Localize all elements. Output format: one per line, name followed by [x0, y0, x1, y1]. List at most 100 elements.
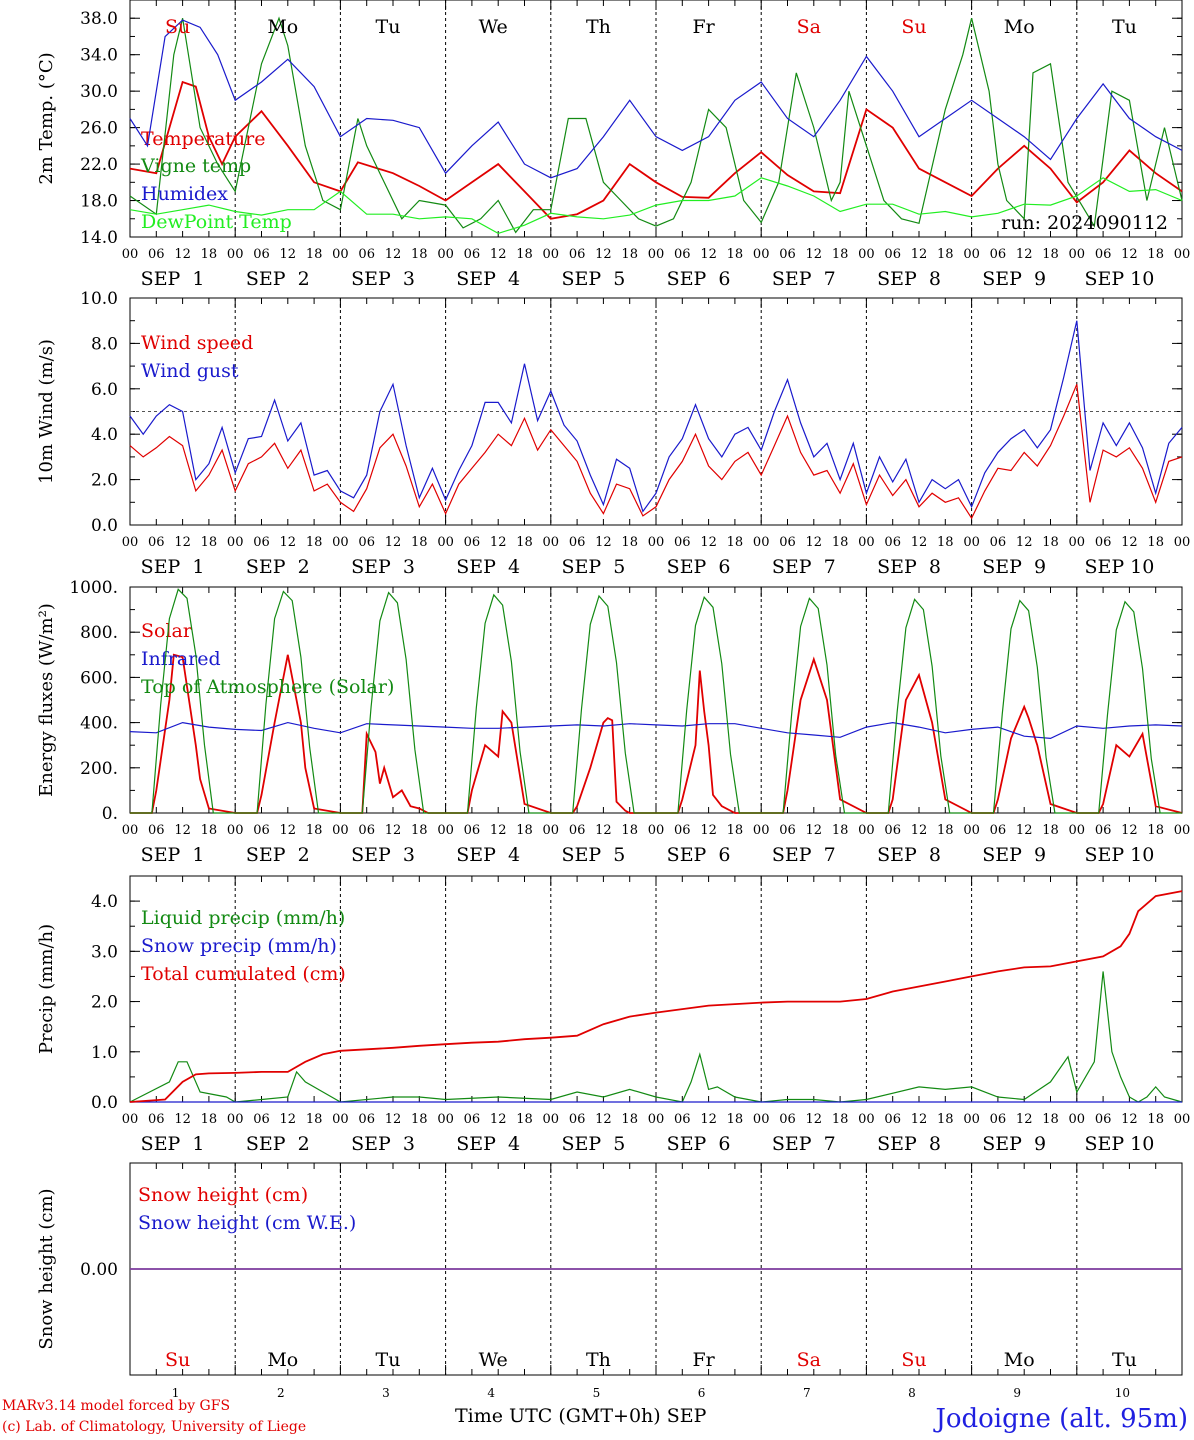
hour-tick-label: 12	[280, 535, 297, 550]
hour-tick-label: 18	[306, 535, 323, 550]
day-name: Fr	[692, 16, 715, 38]
hour-tick-label: 00	[963, 247, 980, 262]
day-number: 1	[172, 1386, 180, 1400]
hour-tick-label: 06	[779, 535, 796, 550]
date-label: SEP 4	[456, 844, 520, 866]
hour-tick-label: 18	[832, 823, 849, 838]
series-line	[129, 80, 1183, 220]
y-tick-label: 22.0	[80, 155, 118, 175]
day-number: 6	[698, 1386, 706, 1400]
hour-tick-label: 00	[122, 823, 139, 838]
date-label: SEP 2	[246, 556, 310, 578]
hour-tick-label: 06	[358, 247, 375, 262]
date-label: SEP 6	[667, 844, 731, 866]
hour-tick-label: 12	[385, 1112, 402, 1127]
hour-tick-label: 12	[174, 535, 191, 550]
hour-tick-label: 00	[1069, 535, 1086, 550]
hour-tick-label: 00	[858, 823, 875, 838]
hour-tick-label: 00	[858, 247, 875, 262]
hour-tick-label: 06	[464, 1112, 481, 1127]
hour-tick-label: 06	[990, 823, 1007, 838]
hour-tick-label: 12	[174, 1112, 191, 1127]
hour-tick-label: 00	[122, 247, 139, 262]
hour-tick-label: 18	[1042, 535, 1059, 550]
y-tick-label: 600.	[80, 668, 118, 688]
hour-tick-label: 18	[1042, 1112, 1059, 1127]
date-label: SEP 10	[1084, 1133, 1154, 1155]
hour-tick-label: 00	[122, 1112, 139, 1127]
hour-tick-label: 18	[1042, 823, 1059, 838]
legend-entry: Snow height (cm)	[138, 1184, 308, 1206]
hour-tick-label: 06	[253, 535, 270, 550]
hour-tick-label: 00	[543, 823, 560, 838]
series-line	[129, 971, 1183, 1103]
date-label: SEP 3	[351, 844, 415, 866]
hour-tick-label: 12	[595, 535, 612, 550]
day-name: Tu	[1112, 16, 1137, 38]
hour-tick-label: 12	[490, 247, 507, 262]
hour-tick-label: 12	[911, 535, 928, 550]
hour-tick-label: 00	[858, 535, 875, 550]
hour-tick-label: 18	[727, 1112, 744, 1127]
y-tick-label: 400.	[80, 714, 118, 734]
legend-entry: Solar	[141, 620, 193, 642]
hour-tick-label: 00	[437, 1112, 454, 1127]
hour-tick-label: 06	[990, 535, 1007, 550]
hour-tick-label: 12	[385, 823, 402, 838]
hour-tick-label: 00	[227, 247, 244, 262]
hour-tick-label: 18	[937, 247, 954, 262]
hour-tick-label: 00	[1174, 1112, 1191, 1127]
hour-tick-label: 06	[148, 535, 165, 550]
legend-entry: Infrared	[141, 648, 221, 670]
date-label: SEP 9	[982, 844, 1046, 866]
hour-tick-label: 18	[621, 823, 638, 838]
hour-tick-label: 06	[884, 247, 901, 262]
y-tick-label: 38.0	[80, 9, 118, 29]
hour-tick-label: 12	[280, 247, 297, 262]
hour-tick-label: 00	[227, 1112, 244, 1127]
hour-tick-label: 12	[1016, 535, 1033, 550]
hour-tick-label: 18	[937, 823, 954, 838]
hour-tick-label: 18	[1042, 247, 1059, 262]
date-label: SEP 7	[772, 1133, 836, 1155]
hour-tick-label: 00	[753, 247, 770, 262]
day-number: 7	[803, 1386, 811, 1400]
date-label: SEP 6	[667, 556, 731, 578]
legend-entry: Snow height (cm W.E.)	[138, 1212, 356, 1234]
legend-entry: Snow precip (mm/h)	[141, 935, 337, 957]
y-tick-label: 200.	[80, 759, 118, 779]
hour-tick-label: 18	[201, 1112, 218, 1127]
hour-tick-label: 00	[1069, 1112, 1086, 1127]
hour-tick-label: 12	[280, 1112, 297, 1127]
hour-tick-label: 12	[595, 247, 612, 262]
x-axis-title: Time UTC (GMT+0h) SEP	[455, 1405, 706, 1427]
hour-tick-label: 06	[569, 535, 586, 550]
legend-entry: Top of Atmosphere (Solar)	[141, 676, 394, 698]
date-label: SEP 3	[351, 1133, 415, 1155]
day-number: 10	[1115, 1386, 1130, 1400]
hour-tick-label: 18	[411, 247, 428, 262]
hour-tick-label: 12	[385, 247, 402, 262]
y-tick-label: 3.0	[91, 942, 118, 962]
hour-tick-label: 18	[201, 823, 218, 838]
y-tick-label: 30.0	[80, 82, 118, 102]
hour-tick-label: 12	[911, 1112, 928, 1127]
hour-tick-label: 12	[806, 823, 823, 838]
hour-tick-label: 00	[1174, 535, 1191, 550]
y-axis-label: 10m Wind (m/s)	[36, 339, 57, 484]
hour-tick-label: 06	[358, 823, 375, 838]
hour-tick-label: 18	[727, 535, 744, 550]
y-tick-label: 18.0	[80, 192, 118, 212]
legend-entry: Total cumulated (cm)	[141, 963, 346, 985]
hour-tick-label: 12	[1016, 823, 1033, 838]
day-number: 4	[487, 1386, 495, 1400]
y-tick-label: 0.0	[91, 516, 118, 536]
hour-tick-label: 18	[1147, 247, 1164, 262]
hour-tick-label: 06	[884, 535, 901, 550]
hour-tick-label: 00	[753, 535, 770, 550]
hour-tick-label: 18	[411, 535, 428, 550]
hour-tick-label: 18	[1147, 823, 1164, 838]
lab-credit: (c) Lab. of Climatology, University of L…	[2, 1419, 307, 1435]
series-line	[130, 588, 1182, 814]
